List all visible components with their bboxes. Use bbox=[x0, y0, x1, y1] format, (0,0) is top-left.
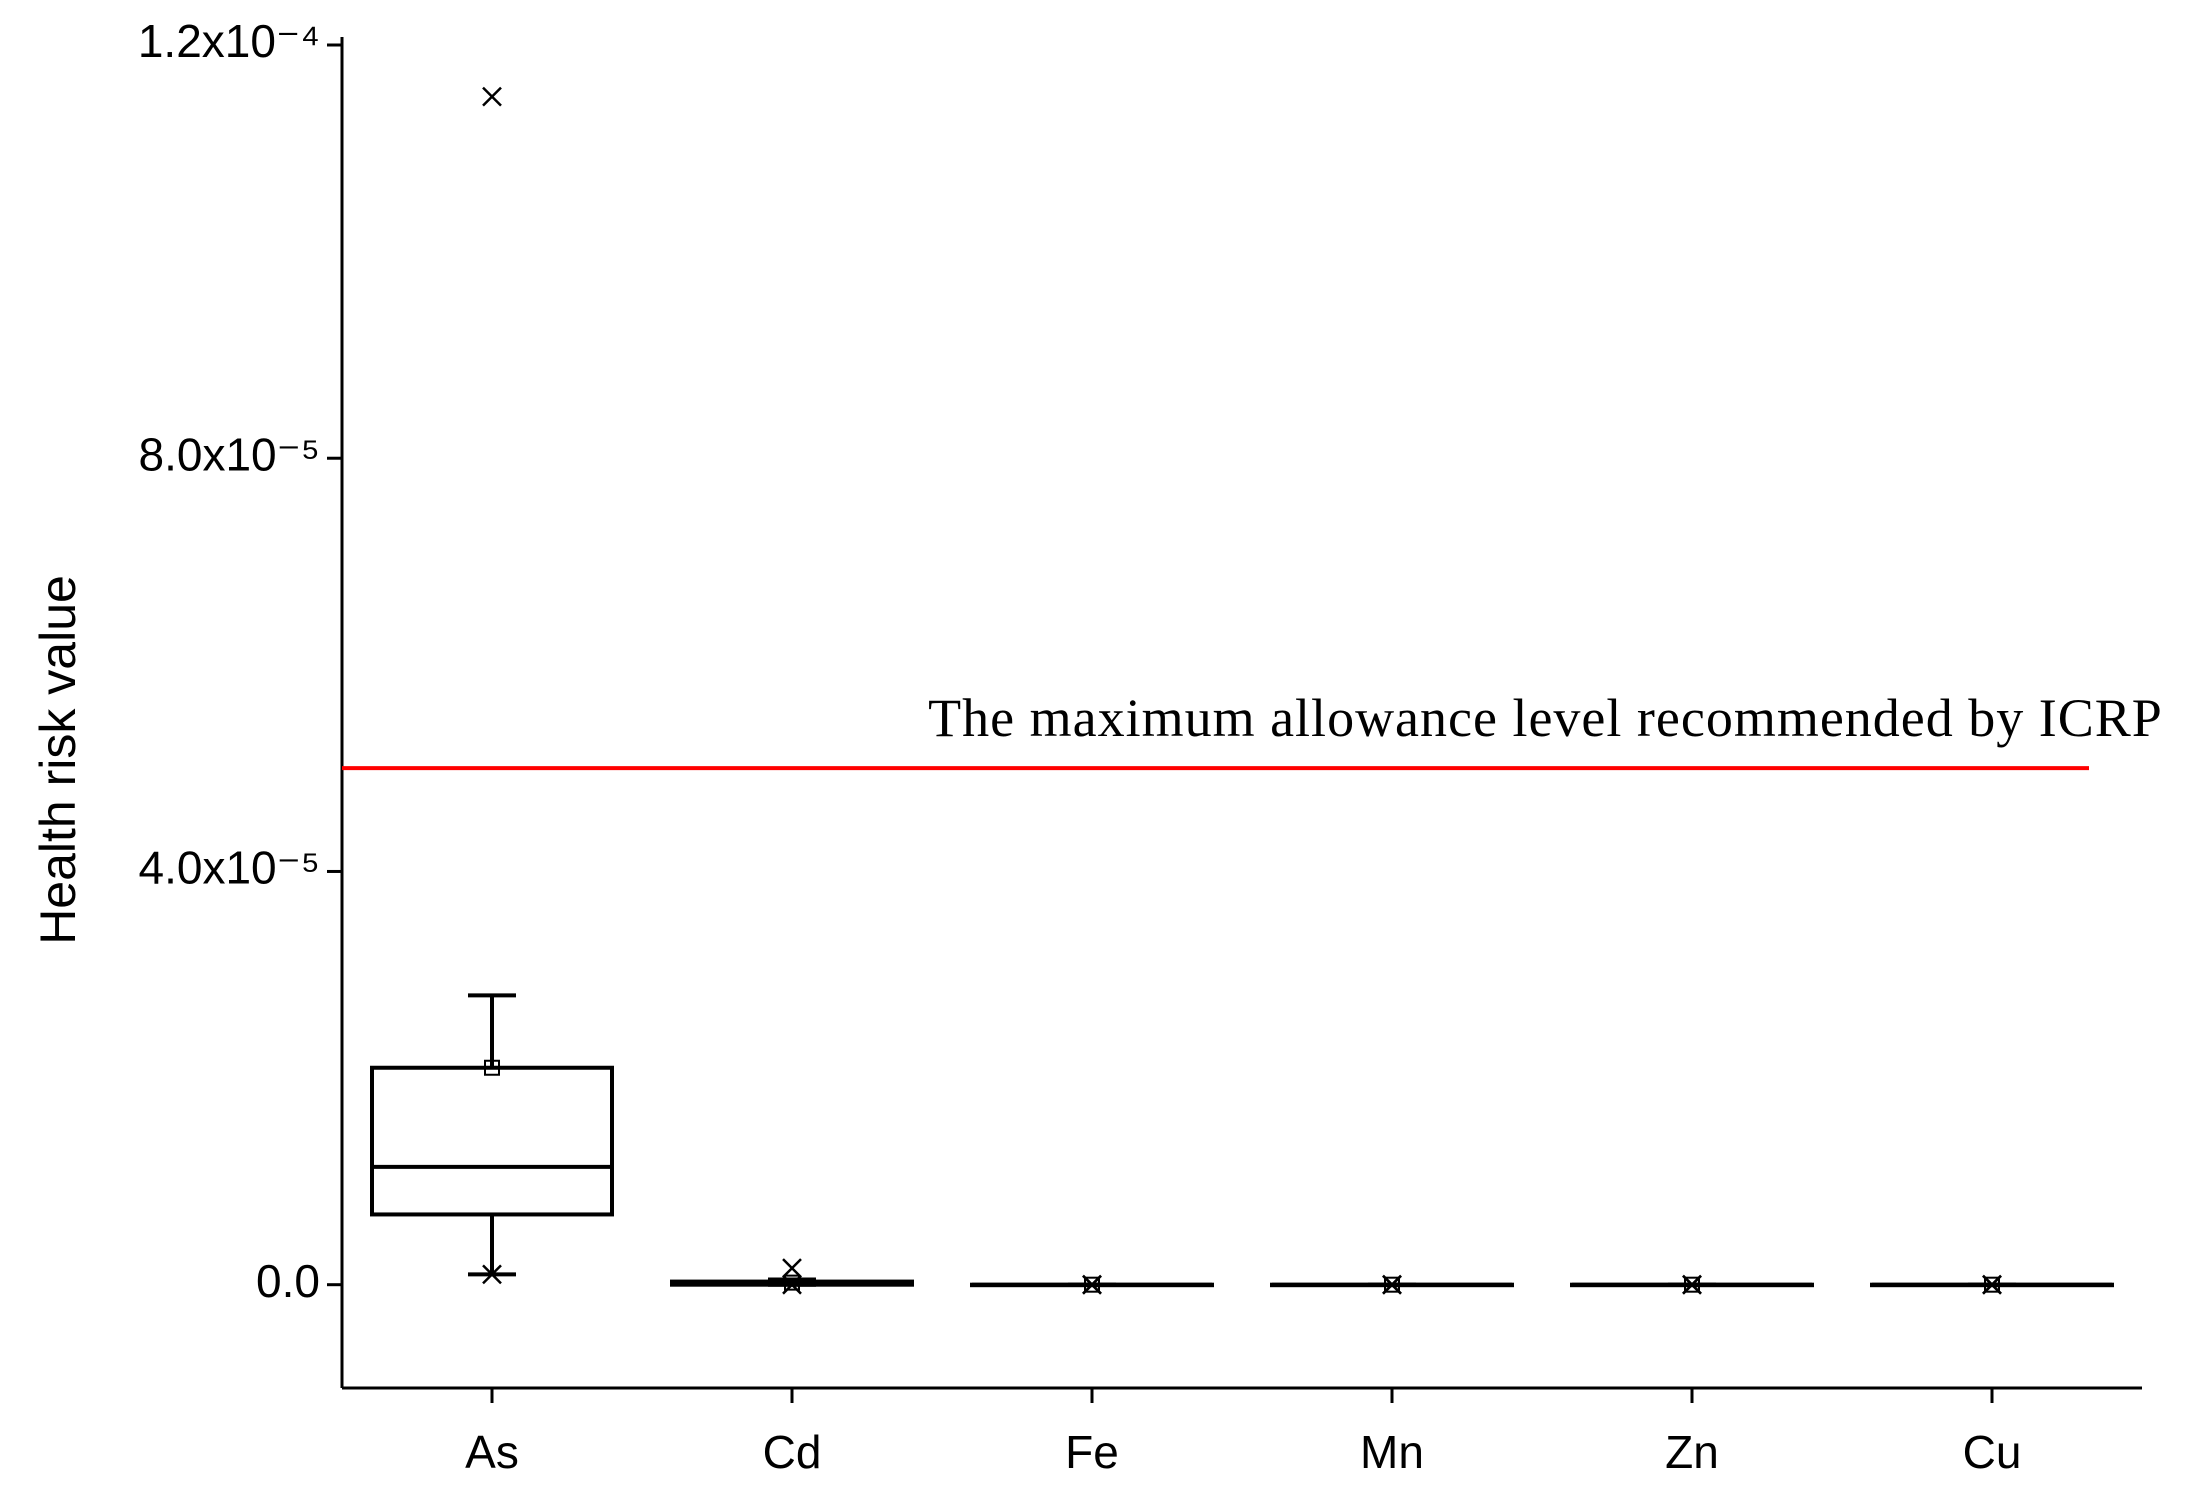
outlier bbox=[1382, 1274, 1402, 1295]
outlier bbox=[1682, 1274, 1702, 1295]
mean-marker bbox=[1684, 1276, 1700, 1293]
x-tick-label: Mn bbox=[1360, 1426, 1424, 1478]
x-tick-label: Zn bbox=[1665, 1426, 1719, 1478]
mean-marker bbox=[1384, 1276, 1400, 1293]
y-tick-label: 1.2x10⁻⁴ bbox=[138, 15, 320, 67]
x-tick-label: Fe bbox=[1065, 1426, 1119, 1478]
y-axis-title: Health risk value bbox=[30, 575, 86, 945]
y-tick-label: 4.0x10⁻⁵ bbox=[139, 842, 320, 894]
box bbox=[370, 1065, 614, 1217]
mean-marker bbox=[1084, 1276, 1100, 1293]
outlier bbox=[782, 1258, 802, 1279]
outlier bbox=[1982, 1274, 2002, 1295]
x-tick-label: As bbox=[465, 1426, 519, 1478]
y-tick-label: 0.0 bbox=[256, 1255, 320, 1307]
y-tick-label: 8.0x10⁻⁵ bbox=[139, 428, 320, 480]
annotation: The maximum allowance level recommended … bbox=[928, 688, 2163, 748]
outlier bbox=[782, 1274, 802, 1295]
mean-marker bbox=[1984, 1276, 2000, 1293]
mean-marker bbox=[784, 1274, 800, 1291]
outlier bbox=[482, 86, 502, 107]
x-tick-label: Cd bbox=[763, 1426, 822, 1478]
mean-marker bbox=[484, 1059, 500, 1076]
outlier bbox=[482, 1264, 502, 1285]
outlier bbox=[1082, 1274, 1102, 1295]
x-tick-label: Cu bbox=[1963, 1426, 2022, 1478]
